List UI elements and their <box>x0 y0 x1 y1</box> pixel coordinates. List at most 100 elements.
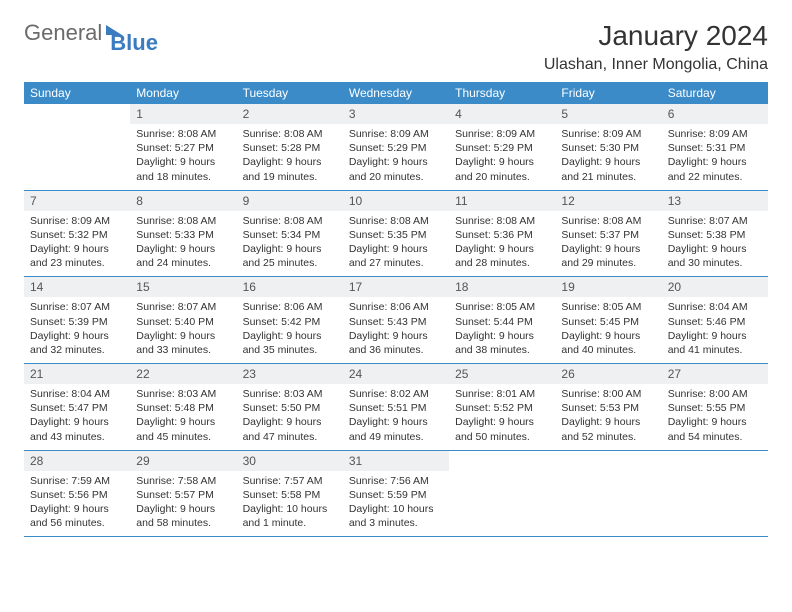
day-data: Sunrise: 8:04 AMSunset: 5:46 PMDaylight:… <box>662 297 768 363</box>
daylight-line: Daylight: 9 hours and 28 minutes. <box>455 242 549 270</box>
sunrise-line: Sunrise: 8:05 AM <box>561 300 655 314</box>
daylight-line: Daylight: 9 hours and 36 minutes. <box>349 329 443 357</box>
day-number: 16 <box>237 277 343 297</box>
day-data: Sunrise: 8:01 AMSunset: 5:52 PMDaylight:… <box>449 384 555 450</box>
day-number: 12 <box>555 191 661 211</box>
day-number: 31 <box>343 451 449 471</box>
day-data: Sunrise: 8:06 AMSunset: 5:42 PMDaylight:… <box>237 297 343 363</box>
day-number: 17 <box>343 277 449 297</box>
calendar-day-cell: 19Sunrise: 8:05 AMSunset: 5:45 PMDayligh… <box>555 277 661 364</box>
day-data: Sunrise: 8:05 AMSunset: 5:45 PMDaylight:… <box>555 297 661 363</box>
sunset-line: Sunset: 5:50 PM <box>243 401 337 415</box>
sunset-line: Sunset: 5:33 PM <box>136 228 230 242</box>
day-number: 20 <box>662 277 768 297</box>
daylight-line: Daylight: 9 hours and 19 minutes. <box>243 155 337 183</box>
day-data: Sunrise: 8:09 AMSunset: 5:29 PMDaylight:… <box>343 124 449 190</box>
calendar-day-cell <box>449 450 555 537</box>
daylight-line: Daylight: 9 hours and 52 minutes. <box>561 415 655 443</box>
calendar-day-cell: 30Sunrise: 7:57 AMSunset: 5:58 PMDayligh… <box>237 450 343 537</box>
sunrise-line: Sunrise: 7:57 AM <box>243 474 337 488</box>
day-header: Monday <box>130 82 236 104</box>
day-number: 13 <box>662 191 768 211</box>
calendar-day-cell: 14Sunrise: 8:07 AMSunset: 5:39 PMDayligh… <box>24 277 130 364</box>
sunset-line: Sunset: 5:46 PM <box>668 315 762 329</box>
sunrise-line: Sunrise: 8:00 AM <box>668 387 762 401</box>
sunset-line: Sunset: 5:31 PM <box>668 141 762 155</box>
daylight-line: Daylight: 9 hours and 50 minutes. <box>455 415 549 443</box>
day-data: Sunrise: 8:08 AMSunset: 5:37 PMDaylight:… <box>555 211 661 277</box>
sunset-line: Sunset: 5:29 PM <box>349 141 443 155</box>
sunset-line: Sunset: 5:48 PM <box>136 401 230 415</box>
logo: General Blue <box>24 20 158 46</box>
calendar-week-row: 1Sunrise: 8:08 AMSunset: 5:27 PMDaylight… <box>24 104 768 190</box>
day-number: 27 <box>662 364 768 384</box>
logo-text-general: General <box>24 20 102 46</box>
day-number: 14 <box>24 277 130 297</box>
sunrise-line: Sunrise: 8:07 AM <box>668 214 762 228</box>
day-header: Sunday <box>24 82 130 104</box>
calendar-day-cell: 9Sunrise: 8:08 AMSunset: 5:34 PMDaylight… <box>237 190 343 277</box>
sunset-line: Sunset: 5:51 PM <box>349 401 443 415</box>
sunrise-line: Sunrise: 8:09 AM <box>349 127 443 141</box>
day-number: 7 <box>24 191 130 211</box>
calendar-day-cell: 13Sunrise: 8:07 AMSunset: 5:38 PMDayligh… <box>662 190 768 277</box>
daylight-line: Daylight: 9 hours and 47 minutes. <box>243 415 337 443</box>
calendar-week-row: 28Sunrise: 7:59 AMSunset: 5:56 PMDayligh… <box>24 450 768 537</box>
sunrise-line: Sunrise: 8:09 AM <box>30 214 124 228</box>
day-header: Friday <box>555 82 661 104</box>
calendar-day-cell: 27Sunrise: 8:00 AMSunset: 5:55 PMDayligh… <box>662 364 768 451</box>
calendar-day-cell: 26Sunrise: 8:00 AMSunset: 5:53 PMDayligh… <box>555 364 661 451</box>
sunset-line: Sunset: 5:36 PM <box>455 228 549 242</box>
sunset-line: Sunset: 5:45 PM <box>561 315 655 329</box>
daylight-line: Daylight: 9 hours and 38 minutes. <box>455 329 549 357</box>
sunset-line: Sunset: 5:30 PM <box>561 141 655 155</box>
day-data: Sunrise: 8:09 AMSunset: 5:30 PMDaylight:… <box>555 124 661 190</box>
calendar-day-cell <box>555 450 661 537</box>
daylight-line: Daylight: 10 hours and 3 minutes. <box>349 502 443 530</box>
calendar-day-cell <box>662 450 768 537</box>
calendar-day-cell: 28Sunrise: 7:59 AMSunset: 5:56 PMDayligh… <box>24 450 130 537</box>
calendar-day-cell: 2Sunrise: 8:08 AMSunset: 5:28 PMDaylight… <box>237 104 343 190</box>
sunset-line: Sunset: 5:59 PM <box>349 488 443 502</box>
daylight-line: Daylight: 9 hours and 18 minutes. <box>136 155 230 183</box>
daylight-line: Daylight: 9 hours and 41 minutes. <box>668 329 762 357</box>
calendar-day-cell: 11 Sunrise: 8:08 AMSunset: 5:36 PMDayligh… <box>449 190 555 277</box>
sunset-line: Sunset: 5:38 PM <box>668 228 762 242</box>
sunrise-line: Sunrise: 8:06 AM <box>243 300 337 314</box>
sunset-line: Sunset: 5:35 PM <box>349 228 443 242</box>
sunrise-line: Sunrise: 8:05 AM <box>455 300 549 314</box>
sunrise-line: Sunrise: 8:08 AM <box>455 214 549 228</box>
calendar-day-cell: 24Sunrise: 8:02 AMSunset: 5:51 PMDayligh… <box>343 364 449 451</box>
sunrise-line: Sunrise: 8:08 AM <box>136 127 230 141</box>
day-data: Sunrise: 8:08 AMSunset: 5:33 PMDaylight:… <box>130 211 236 277</box>
sunset-line: Sunset: 5:47 PM <box>30 401 124 415</box>
day-number: 8 <box>130 191 236 211</box>
sunset-line: Sunset: 5:27 PM <box>136 141 230 155</box>
day-number: 11 <box>449 191 555 211</box>
calendar-week-row: 21Sunrise: 8:04 AMSunset: 5:47 PMDayligh… <box>24 364 768 451</box>
sunrise-line: Sunrise: 8:08 AM <box>561 214 655 228</box>
calendar-day-cell: 25Sunrise: 8:01 AMSunset: 5:52 PMDayligh… <box>449 364 555 451</box>
day-data: Sunrise: 8:00 AMSunset: 5:55 PMDaylight:… <box>662 384 768 450</box>
sunrise-line: Sunrise: 8:07 AM <box>136 300 230 314</box>
sunset-line: Sunset: 5:53 PM <box>561 401 655 415</box>
day-data: Sunrise: 8:00 AMSunset: 5:53 PMDaylight:… <box>555 384 661 450</box>
sunset-line: Sunset: 5:56 PM <box>30 488 124 502</box>
day-number: 23 <box>237 364 343 384</box>
calendar-day-cell: 17Sunrise: 8:06 AMSunset: 5:43 PMDayligh… <box>343 277 449 364</box>
calendar-day-cell: 18Sunrise: 8:05 AMSunset: 5:44 PMDayligh… <box>449 277 555 364</box>
day-number: 28 <box>24 451 130 471</box>
daylight-line: Daylight: 9 hours and 22 minutes. <box>668 155 762 183</box>
day-number: 22 <box>130 364 236 384</box>
sunrise-line: Sunrise: 8:01 AM <box>455 387 549 401</box>
calendar-table: SundayMondayTuesdayWednesdayThursdayFrid… <box>24 82 768 537</box>
daylight-line: Daylight: 9 hours and 24 minutes. <box>136 242 230 270</box>
calendar-day-cell: 8Sunrise: 8:08 AMSunset: 5:33 PMDaylight… <box>130 190 236 277</box>
sunset-line: Sunset: 5:43 PM <box>349 315 443 329</box>
sunset-line: Sunset: 5:37 PM <box>561 228 655 242</box>
sunrise-line: Sunrise: 8:08 AM <box>243 127 337 141</box>
calendar-day-cell: 16Sunrise: 8:06 AMSunset: 5:42 PMDayligh… <box>237 277 343 364</box>
daylight-line: Daylight: 10 hours and 1 minute. <box>243 502 337 530</box>
sunset-line: Sunset: 5:55 PM <box>668 401 762 415</box>
day-data: Sunrise: 8:08 AMSunset: 5:34 PMDaylight:… <box>237 211 343 277</box>
